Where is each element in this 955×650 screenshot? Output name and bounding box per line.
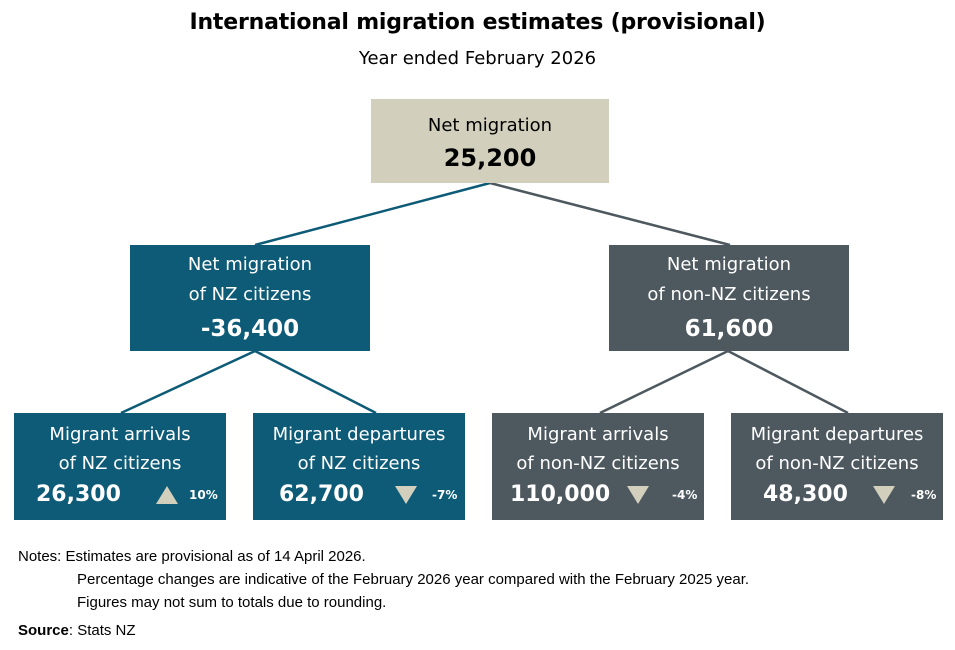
nonnz-arrivals-label-2: of non-NZ citizens	[516, 453, 680, 474]
nz-departures-box: Migrant departures of NZ citizens 62,700…	[253, 413, 465, 520]
nz-net-value: -36,400	[200, 316, 300, 342]
chart-subtitle: Year ended February 2026	[358, 48, 597, 69]
nz-arrivals-pct: 10%	[189, 488, 218, 502]
nz-departures-label-1: Migrant departures	[272, 424, 446, 445]
source-label: Source	[18, 622, 69, 639]
nonnz-arrivals-pct: -4%	[672, 488, 698, 502]
nonnz-departures-value: 48,300	[763, 482, 848, 507]
nonnz-arrivals-value: 110,000	[510, 482, 611, 507]
nz-departures-pct: -7%	[432, 488, 458, 502]
note-line-3: Figures may not sum to totals due to rou…	[77, 594, 387, 611]
nz-arrivals-value: 26,300	[36, 482, 121, 507]
net-migration-box: Net migration 25,200	[371, 99, 609, 183]
source-text: : Stats NZ	[68, 622, 136, 639]
nonnz-departures-pct: -8%	[911, 488, 937, 502]
nz-departures-label-2: of NZ citizens	[297, 453, 421, 474]
nonnz-arrivals-box: Migrant arrivals of non-NZ citizens 110,…	[492, 413, 704, 520]
nonnz-departures-box: Migrant departures of non-NZ citizens 48…	[731, 413, 943, 520]
chart-title: International migration estimates (provi…	[189, 10, 766, 35]
notes-label: Notes:	[18, 548, 62, 565]
link-root-nonnz	[489, 181, 731, 247]
net-migration-value: 25,200	[443, 144, 537, 172]
link-nz-departures	[254, 349, 377, 415]
net-migration-label: Net migration	[427, 115, 553, 136]
notes: Notes: Estimates are provisional as of 1…	[18, 545, 749, 614]
decrease-triangle-icon	[627, 486, 649, 504]
nz-net-migration-box: Net migration of NZ citizens -36,400	[130, 245, 370, 351]
decrease-triangle-icon	[873, 486, 895, 504]
nonnz-departures-label-2: of non-NZ citizens	[755, 453, 919, 474]
nz-departures-value: 62,700	[279, 482, 364, 507]
nonnz-net-migration-box: Net migration of non-NZ citizens 61,600	[609, 245, 849, 351]
nonnz-net-label-1: Net migration	[666, 254, 792, 275]
link-nonnz-departures	[727, 349, 849, 415]
nz-arrivals-label-2: of NZ citizens	[58, 453, 182, 474]
nz-arrivals-label-1: Migrant arrivals	[49, 424, 191, 445]
decrease-triangle-icon	[395, 486, 417, 504]
link-nonnz-arrivals	[599, 349, 729, 415]
increase-triangle-icon	[156, 486, 178, 504]
nonnz-net-value: 61,600	[684, 316, 774, 342]
link-root-nz	[254, 181, 491, 247]
nonnz-arrivals-label-1: Migrant arrivals	[527, 424, 669, 445]
note-line-2: Percentage changes are indicative of the…	[77, 571, 750, 588]
nz-net-label-1: Net migration	[187, 254, 313, 275]
nonnz-net-label-2: of non-NZ citizens	[647, 284, 811, 305]
link-nz-arrivals	[120, 349, 256, 415]
note-line-1: Estimates are provisional as of 14 April…	[65, 548, 366, 565]
nz-arrivals-box: Migrant arrivals of NZ citizens 26,300 1…	[14, 413, 226, 520]
nz-net-label-2: of NZ citizens	[188, 284, 312, 305]
source-line: Source: Stats NZ	[18, 622, 136, 639]
nonnz-departures-label-1: Migrant departures	[750, 424, 924, 445]
